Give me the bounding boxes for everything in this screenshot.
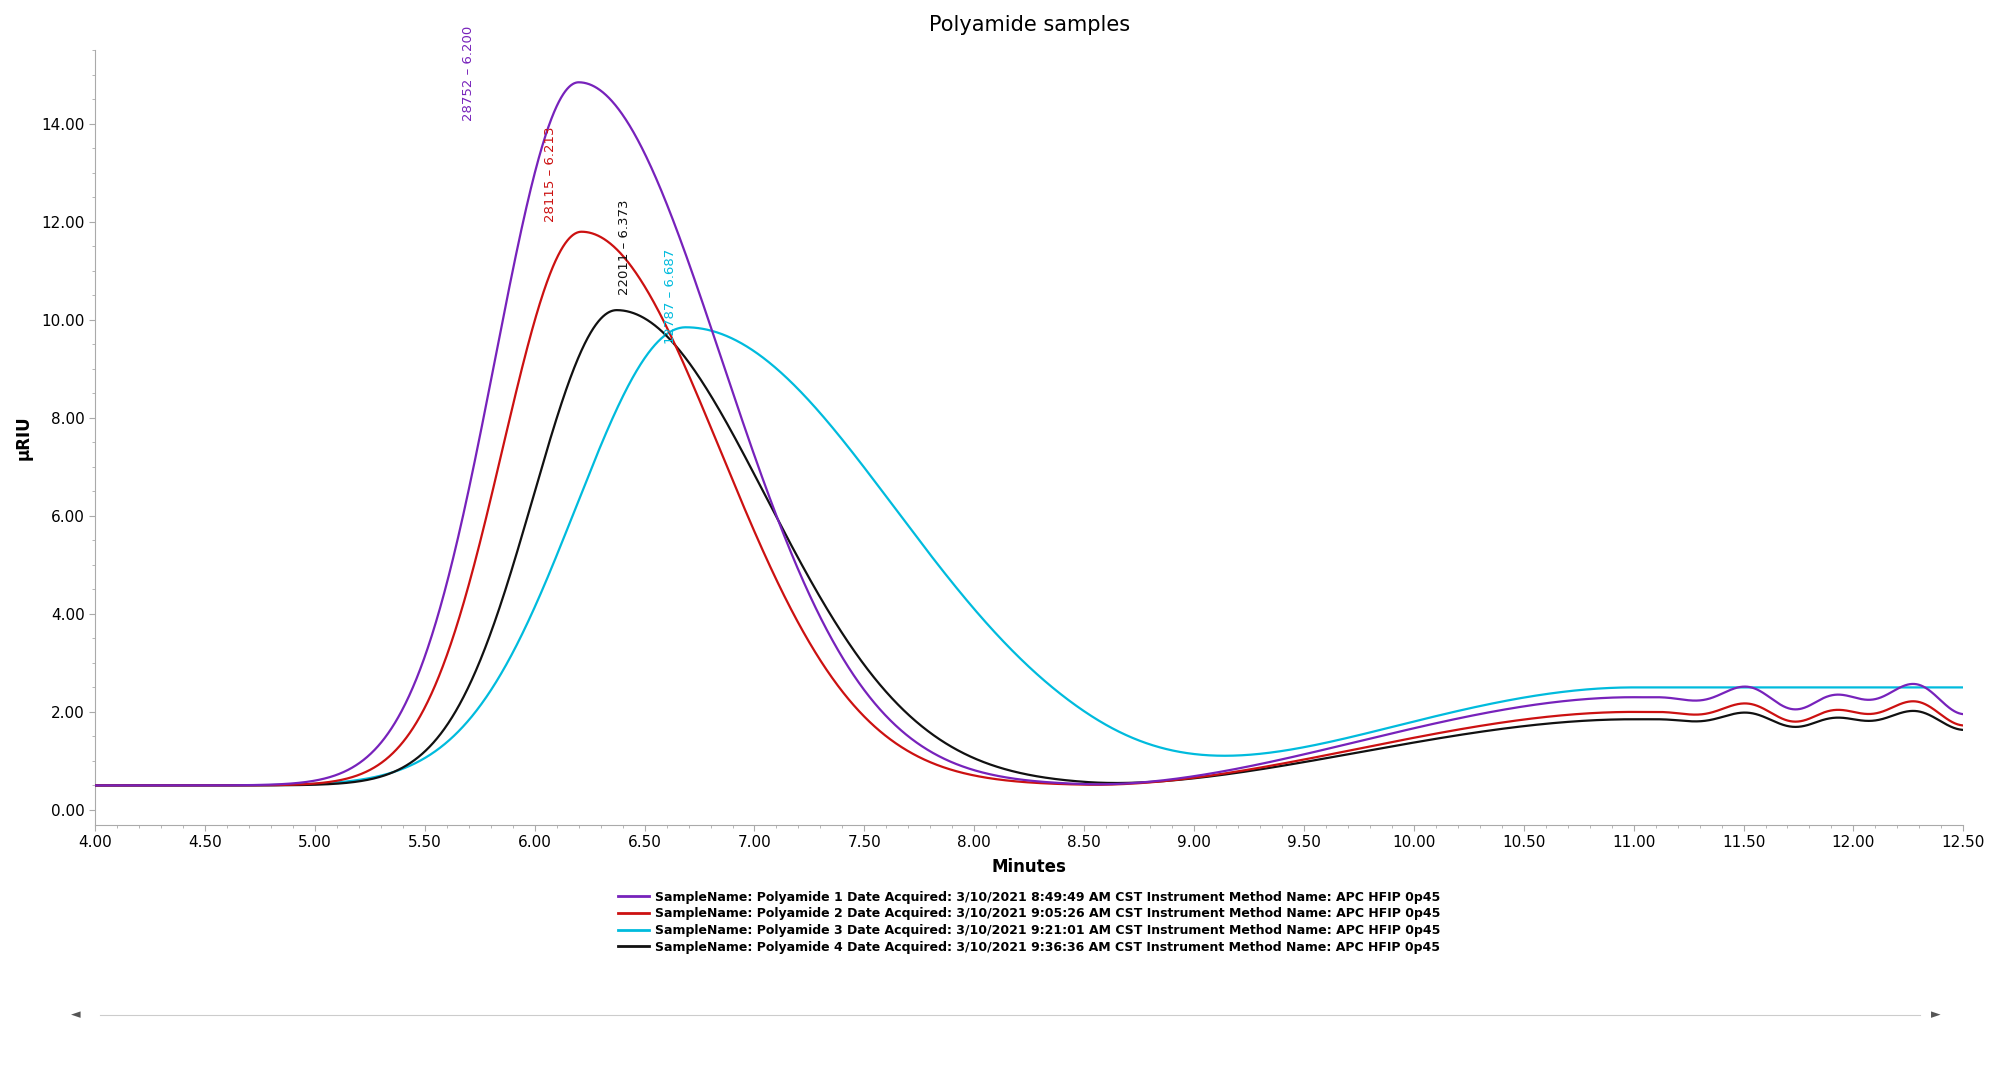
Text: ◄: ◄ <box>72 1008 80 1021</box>
Text: ►: ► <box>1932 1008 1940 1021</box>
Text: 28115 – 6.213: 28115 – 6.213 <box>544 126 556 222</box>
Text: 28752 – 6.200: 28752 – 6.200 <box>462 26 476 122</box>
X-axis label: Minutes: Minutes <box>992 858 1066 877</box>
Y-axis label: μRIU: μRIU <box>14 415 32 460</box>
Legend: SampleName: Polyamide 1 Date Acquired: 3/10/2021 8:49:49 AM CST Instrument Metho: SampleName: Polyamide 1 Date Acquired: 3… <box>618 891 1440 954</box>
Text: 12787 – 6.687: 12787 – 6.687 <box>664 249 678 344</box>
Text: 22011 – 6.373: 22011 – 6.373 <box>618 200 632 295</box>
Title: Polyamide samples: Polyamide samples <box>928 15 1130 35</box>
